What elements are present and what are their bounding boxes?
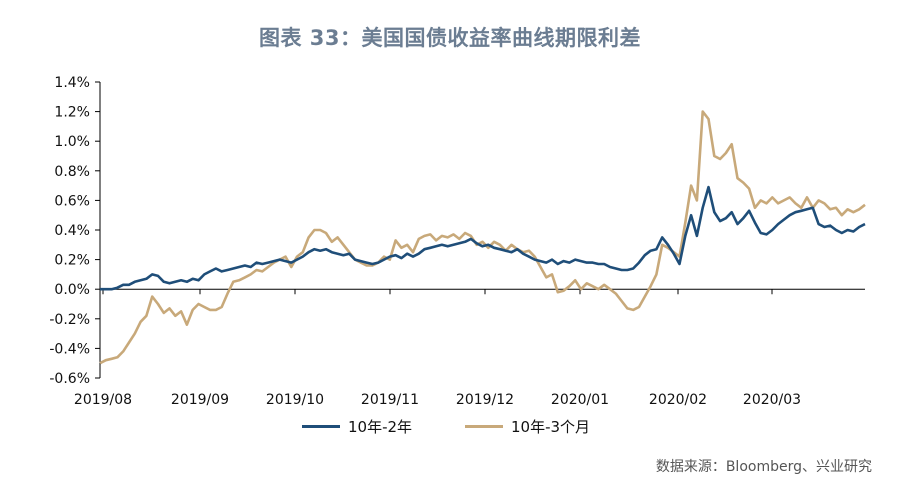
x-tick-label: 2019/10 <box>266 392 324 408</box>
legend-swatch-10y-3m <box>465 424 503 428</box>
y-tick-label: 0.8% <box>54 164 90 180</box>
legend-item-10y-2y: 10年-2年 <box>302 414 412 438</box>
x-tick-label: 2020/02 <box>649 392 707 408</box>
y-tick-label: 1.2% <box>54 105 90 121</box>
y-tick-label: 1.4% <box>54 75 90 91</box>
series-10y-2y <box>100 185 866 291</box>
x-tick-label: 2019/09 <box>171 392 229 408</box>
legend-swatch-10y-2y <box>302 424 340 428</box>
x-tick-label: 2020/03 <box>743 392 801 408</box>
y-axis: 1.4% 1.2% 1.0% 0.8% 0.6% 0.4% 0.2% 0.0% -0.2% -0.… <box>49 75 101 387</box>
y-tick-label: 0.0% <box>54 282 90 298</box>
x-axis: 2019/08 2019/09 2019/10 2019/11 2019/12 2020/… <box>74 288 865 408</box>
y-tick-label: 0.4% <box>54 223 90 239</box>
y-tick-label: -0.2% <box>49 312 90 328</box>
x-tick-label: 2019/12 <box>456 392 514 408</box>
x-tick-label: 2020/01 <box>551 392 609 408</box>
legend: 10年-2年 10年-3个月 <box>0 414 900 438</box>
x-tick-label: 2019/08 <box>74 392 132 408</box>
series-10y-3m <box>99 110 866 365</box>
y-tick-label: 1.0% <box>54 134 90 150</box>
y-tick-label: -0.4% <box>49 341 90 357</box>
x-tick-label: 2019/11 <box>361 392 419 408</box>
legend-item-10y-3m: 10年-3个月 <box>465 414 590 438</box>
legend-label-10y-3m: 10年-3个月 <box>511 417 591 436</box>
y-tick-label: 0.6% <box>54 193 90 209</box>
legend-label-10y-2y: 10年-2年 <box>348 417 413 436</box>
y-tick-label: 0.2% <box>54 253 90 269</box>
series-lines <box>99 110 866 365</box>
y-tick-label: -0.6% <box>49 371 90 387</box>
chart-title: 图表 33：美国国债收益率曲线期限利差 <box>258 26 642 50</box>
data-source-note: 数据来源：Bloomberg、兴业研究 <box>655 459 872 475</box>
